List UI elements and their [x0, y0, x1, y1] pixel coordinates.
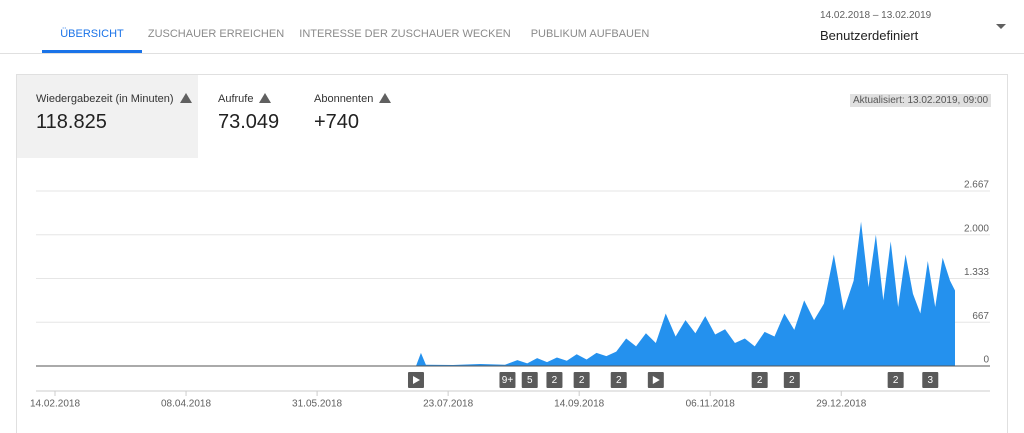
marker-label: 2 — [552, 375, 558, 386]
annotation-marker[interactable]: 5 — [521, 372, 538, 388]
tab[interactable]: ZUSCHAUER ERREICHEN — [147, 28, 285, 40]
card — [16, 74, 1008, 433]
annotation-marker[interactable]: 2 — [610, 372, 627, 388]
annotation-marker[interactable]: 2 — [751, 372, 768, 388]
metric-value: 118.825 — [36, 111, 107, 133]
tab[interactable]: ÜBERSICHT — [60, 28, 124, 40]
warning-icon — [179, 93, 192, 103]
y-tick-label: 667 — [972, 311, 989, 322]
play-icon — [652, 376, 660, 384]
annotation-marker[interactable] — [407, 372, 424, 388]
x-tick-label: 23.07.2018 — [423, 399, 473, 410]
marker-box — [499, 372, 516, 388]
annotation-marker[interactable]: 3 — [922, 372, 939, 388]
metric-value[interactable]: +740 — [314, 111, 360, 133]
metric-label: Aufrufe — [218, 93, 272, 105]
warning-icon — [379, 93, 392, 103]
marker-label: 2 — [893, 375, 899, 386]
tab[interactable]: INTERESSE DER ZUSCHAUER WECKEN — [299, 28, 511, 40]
dropdown-arrow[interactable] — [996, 24, 1006, 29]
marker-box — [922, 372, 939, 388]
area — [55, 221, 955, 366]
marker-box — [751, 372, 768, 388]
marker-box — [610, 372, 627, 388]
metric-label-text: Abonnenten — [314, 93, 374, 105]
x-tick-label: 29.12.2018 — [816, 399, 866, 410]
annotation-marker[interactable]: 9+ — [499, 372, 516, 388]
marker-box — [521, 372, 538, 388]
annotation-marker[interactable]: 2 — [887, 372, 904, 388]
marker-label: 9+ — [502, 375, 514, 386]
metric-value[interactable]: 73.049 — [218, 111, 280, 133]
marker-box — [783, 372, 800, 388]
marker-box — [546, 372, 563, 388]
marker-label: 2 — [579, 375, 585, 386]
updated-badge: Aktualisiert: 13.02.2019, 09:00 — [850, 94, 992, 107]
tab[interactable]: PUBLIKUM AUFBAUEN — [530, 28, 650, 40]
metric-label-text: Wiedergabezeit (in Minuten) — [36, 93, 174, 105]
x-tick-label: 31.05.2018 — [292, 399, 342, 410]
marker-box — [573, 372, 590, 388]
marker-label: 2 — [789, 375, 795, 386]
x-tick-label: 14.02.2018 — [30, 399, 80, 410]
y-tick-label: 2.000 — [964, 223, 989, 234]
date-range: 14.02.2018 – 13.02.2019 — [820, 10, 932, 21]
play-icon — [412, 376, 420, 384]
y-tick-label: 0 — [983, 355, 989, 366]
marker-label: 2 — [616, 375, 622, 386]
x-tick-label: 08.04.2018 — [161, 399, 211, 410]
y-tick-label: 2.667 — [964, 180, 989, 191]
metric-label: Wiedergabezeit (in Minuten) — [36, 93, 192, 105]
tab-divider — [0, 53, 1024, 54]
metric-selected[interactable] — [17, 75, 198, 158]
annotation-marker[interactable]: 2 — [783, 372, 800, 388]
y-tick-label: 1.333 — [964, 267, 989, 278]
metric-label: Abonnenten — [314, 93, 392, 105]
annotation-marker[interactable] — [647, 372, 664, 388]
marker-label: 5 — [527, 375, 533, 386]
metric-label-text: Aufrufe — [218, 93, 254, 105]
marker-box — [887, 372, 904, 388]
warning-icon — [259, 93, 272, 103]
annotation-marker[interactable]: 2 — [546, 372, 563, 388]
x-tick-label: 14.09.2018 — [554, 399, 604, 410]
annotation-marker[interactable]: 2 — [573, 372, 590, 388]
x-tick-label: 06.11.2018 — [686, 399, 736, 410]
date-mode[interactable]: Benutzerdefiniert — [820, 28, 919, 43]
marker-label: 2 — [757, 375, 763, 386]
tab-indicator — [42, 50, 142, 53]
marker-label: 3 — [927, 375, 933, 386]
